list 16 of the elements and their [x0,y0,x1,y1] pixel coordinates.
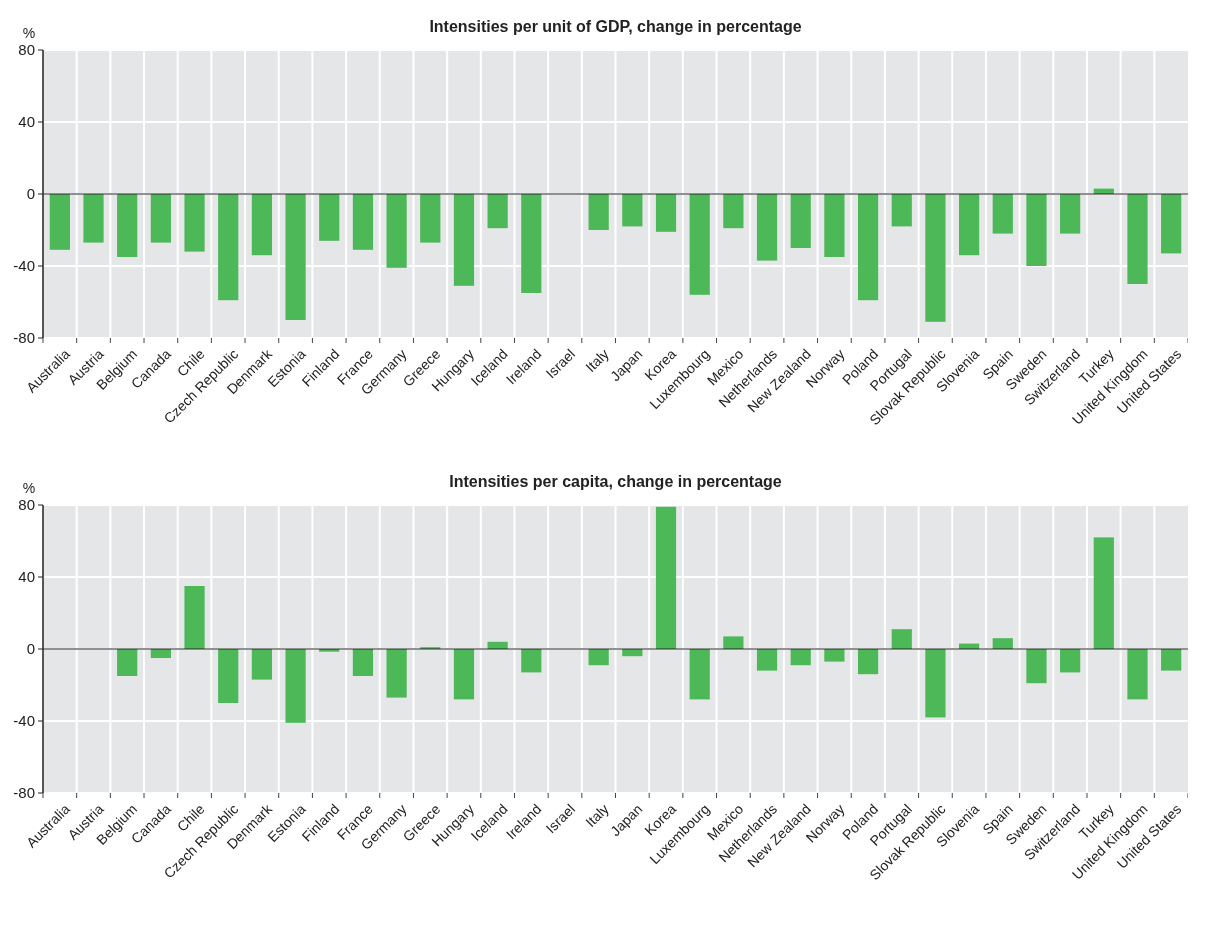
y-tick-label: 80 [18,41,35,59]
y-tick-label: 40 [18,568,35,586]
chart-title: Intensities per capita, change in percentage [449,473,782,490]
y-tick-label: -80 [13,329,35,347]
y-tick-label: -40 [13,712,35,730]
y-tick-label: 40 [18,113,35,131]
y-axis-title: % [22,480,36,496]
chart-title: Intensities per unit of GDP, change in percentage [429,18,802,35]
x-tick-label: Italy [582,800,612,831]
y-tick-label: 0 [26,185,35,203]
y-tick-label: 80 [18,496,35,514]
y-tick-label: 0 [26,640,35,658]
x-tick-label: Italy [582,345,612,376]
y-tick-label: -80 [13,784,35,802]
y-axis-title: % [22,25,36,41]
y-tick-label: -40 [13,257,35,275]
